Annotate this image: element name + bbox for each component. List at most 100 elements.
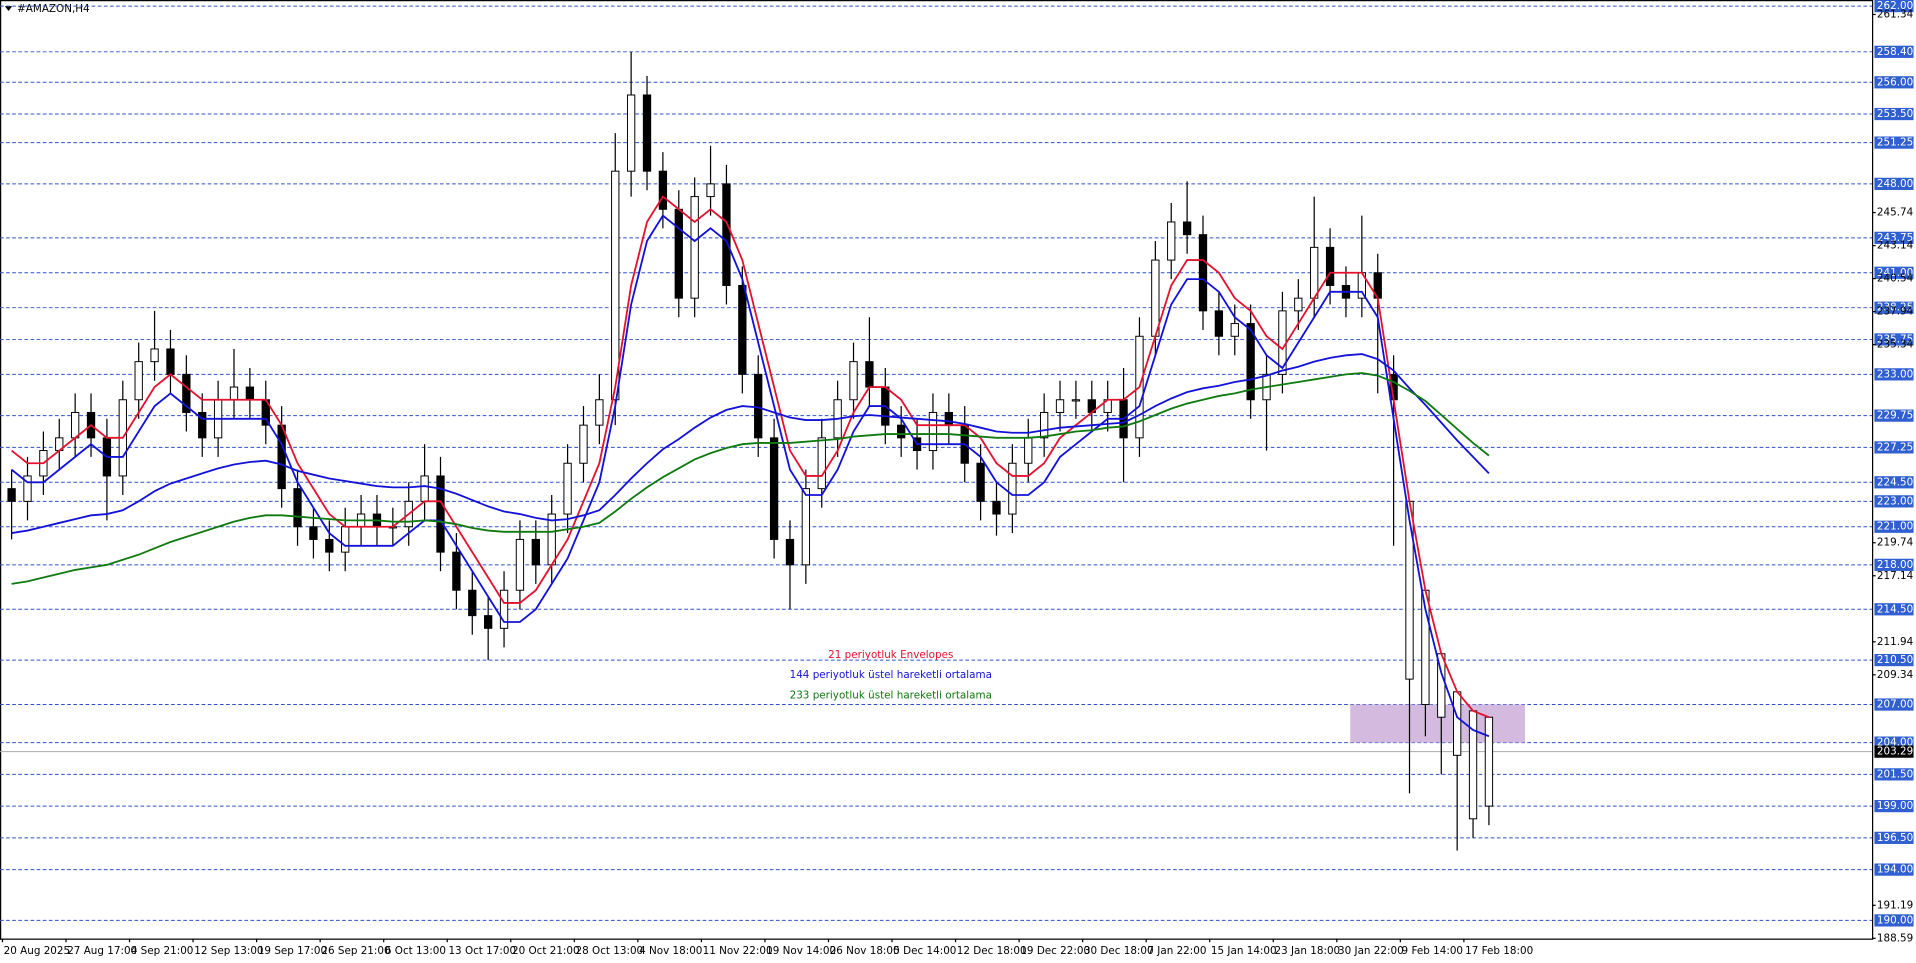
candle-body	[595, 399, 604, 426]
candle-body	[674, 208, 683, 299]
level-label: 210.50	[1877, 654, 1913, 666]
candle-body	[976, 462, 985, 502]
level-label-bg	[1874, 698, 1914, 711]
level-label: 194.00	[1877, 864, 1913, 876]
candle-body	[944, 411, 953, 426]
candle-body	[1151, 259, 1160, 337]
level-label-bg	[1874, 231, 1914, 244]
candle-body	[1024, 437, 1033, 464]
level-label-bg	[1874, 653, 1914, 667]
candle-body	[626, 94, 636, 172]
candle-body	[245, 386, 255, 401]
level-label: 223.00	[1877, 495, 1913, 507]
x-tick-label: 19 Sep 17:00	[258, 945, 327, 957]
envelope-upper	[11, 195, 1490, 719]
level-label-bg	[1874, 863, 1914, 876]
x-tick-label: 6 Oct 13:00	[385, 945, 446, 957]
level-label-bg	[1874, 409, 1914, 422]
candle-body	[420, 475, 429, 502]
candle-body	[198, 411, 207, 439]
candle-body	[722, 183, 731, 286]
candle-body	[341, 526, 350, 553]
level-label-bg	[1874, 368, 1914, 381]
level-label-bg	[1874, 136, 1914, 149]
chart-title: #AMAZON,H4	[17, 3, 90, 15]
x-tick-label: 20 Oct 21:00	[512, 945, 580, 957]
candle-body	[1039, 411, 1049, 439]
level-label: 224.50	[1877, 476, 1913, 488]
candle-body	[468, 589, 477, 617]
x-tick-label: 26 Nov 18:00	[830, 945, 900, 957]
level-label: 243.75	[1877, 232, 1913, 244]
candle-body	[1294, 297, 1303, 312]
candle-body	[1453, 691, 1462, 756]
level-label-bg	[1874, 495, 1914, 508]
legend-text: 144 periyotluk üstel hareketli ortalama	[790, 669, 992, 681]
y-tick-label: 217.14	[1877, 570, 1914, 582]
level-label: 241.00	[1877, 267, 1913, 279]
candle-body	[801, 488, 811, 566]
y-tick-label: 219.74	[1877, 537, 1914, 549]
candle-body	[134, 361, 143, 401]
candle-body	[166, 348, 175, 375]
candle-body	[642, 94, 652, 172]
level-label: 256.00	[1877, 76, 1913, 88]
candle-body	[690, 196, 699, 299]
candle-body	[70, 411, 80, 439]
level-label-bg	[1874, 76, 1914, 89]
last-price-bg	[1874, 745, 1914, 758]
candle-body	[928, 411, 938, 452]
candle-body	[452, 551, 461, 591]
x-tick-label: 28 Oct 13:00	[576, 945, 644, 957]
candle-body	[1008, 462, 1017, 515]
level-label: 251.25	[1877, 137, 1913, 149]
candle-body	[547, 513, 556, 566]
y-tick-label: 188.59	[1877, 932, 1913, 944]
level-label: 248.00	[1877, 178, 1913, 190]
x-tick-label: 5 Dec 14:00	[893, 945, 956, 957]
x-tick-label: 12 Dec 18:00	[957, 945, 1027, 957]
candle-body	[865, 361, 874, 388]
legend-text: 233 periyotluk üstel hareketli ortalama	[790, 689, 992, 701]
ema-line	[11, 353, 1490, 534]
candle-body	[817, 437, 826, 490]
level-label-bg	[1874, 558, 1914, 571]
level-label-bg	[1874, 520, 1914, 533]
y-tick-label: 191.19	[1877, 899, 1913, 911]
level-label-bg	[1874, 266, 1914, 279]
level-label-bg	[1874, 831, 1914, 844]
level-label-bg	[1874, 800, 1914, 813]
candle-body	[499, 589, 509, 629]
level-label: 221.00	[1877, 521, 1913, 533]
candle-body	[611, 170, 620, 401]
y-tick-label: 245.74	[1877, 207, 1914, 219]
x-tick-label: 7 Jan 22:00	[1147, 945, 1206, 957]
candle-body	[1484, 716, 1494, 807]
candle-body	[325, 538, 334, 553]
level-label-bg	[1874, 441, 1914, 454]
level-label-bg	[1874, 333, 1914, 346]
envelope-lower	[11, 214, 1490, 738]
y-tick-label: 209.34	[1877, 669, 1914, 681]
candle-body	[1182, 221, 1192, 236]
candle-body	[229, 386, 239, 401]
candle-body	[1230, 323, 1239, 337]
level-label: 233.00	[1877, 368, 1913, 380]
level-label-bg	[1874, 914, 1914, 927]
candle-body	[515, 538, 525, 591]
level-label-bg	[1874, 107, 1914, 121]
x-tick-label: 4 Nov 18:00	[639, 945, 702, 957]
level-label: 207.00	[1877, 699, 1913, 711]
level-label: 227.25	[1877, 441, 1913, 453]
level-label: 229.75	[1877, 410, 1913, 422]
x-tick-label: 11 Nov 22:00	[703, 945, 773, 957]
y-tick-label: 240.54	[1877, 273, 1914, 285]
level-label: 218.00	[1877, 559, 1913, 571]
menu-arrow[interactable]	[4, 6, 13, 11]
candle-body	[706, 183, 715, 198]
level-label: 196.50	[1877, 832, 1913, 844]
plot-frame	[0, 0, 1874, 940]
x-tick-label: 13 Oct 17:00	[448, 945, 516, 957]
x-tick-label: 4 Sep 21:00	[131, 945, 194, 957]
candle-body	[7, 488, 16, 502]
